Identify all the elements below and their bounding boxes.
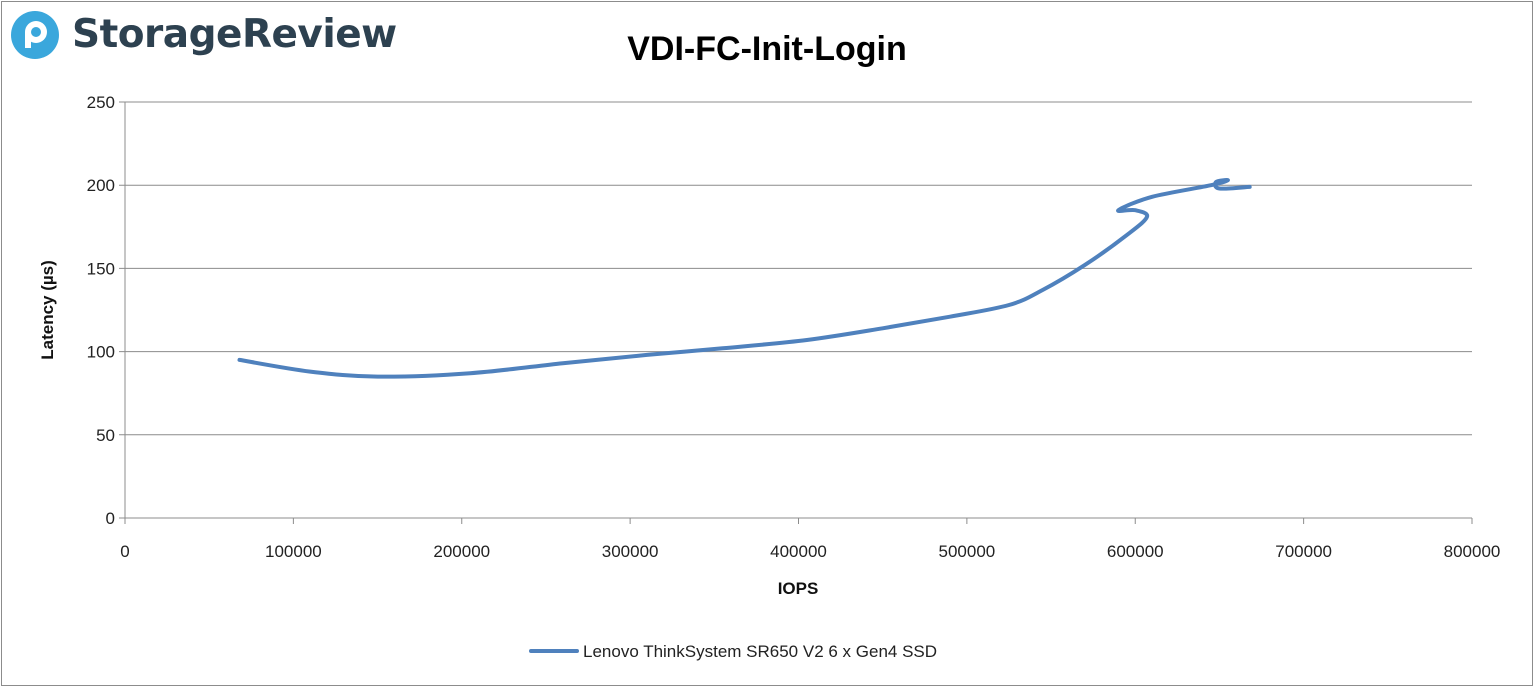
- x-tick-label: 200000: [433, 542, 490, 561]
- series-lines: [237, 178, 1252, 379]
- x-tick-label: 400000: [770, 542, 827, 561]
- x-tick-label: 800000: [1444, 542, 1501, 561]
- legend-label: Lenovo ThinkSystem SR650 V2 6 x Gen4 SSD: [583, 642, 937, 661]
- x-tick-label: 300000: [602, 542, 659, 561]
- brand-logo[interactable]: StorageReview: [10, 10, 397, 60]
- chart-title: VDI-FC-Init-Login: [627, 30, 906, 68]
- y-axis-label: Latency (µs): [38, 260, 57, 360]
- storagereview-logo-icon: [11, 11, 59, 59]
- brand-name: StorageReview: [72, 12, 397, 57]
- x-tick-label: 100000: [265, 542, 322, 561]
- legend: Lenovo ThinkSystem SR650 V2 6 x Gen4 SSD: [529, 642, 937, 661]
- x-axis-label: IOPS: [778, 579, 819, 598]
- y-tick-label: 250: [87, 93, 115, 112]
- y-tick-label: 50: [96, 426, 115, 445]
- y-tick-label: 200: [87, 176, 115, 195]
- x-tick-labels: 0 100000 200000 300000 400000 500000 600000 700…: [120, 542, 1500, 561]
- x-tick-label: 0: [120, 542, 129, 561]
- series-line: [237, 178, 1252, 379]
- x-tick-label: 700000: [1275, 542, 1332, 561]
- y-tick-label: 0: [106, 509, 115, 528]
- axes: [119, 102, 1473, 524]
- y-tick-labels: 0 50 100 150 200 250: [87, 93, 115, 528]
- x-tick-label: 600000: [1107, 542, 1164, 561]
- x-tick-label: 500000: [939, 542, 996, 561]
- y-tick-label: 100: [87, 343, 115, 362]
- y-tick-label: 150: [87, 259, 115, 278]
- gridlines: [119, 101, 1472, 436]
